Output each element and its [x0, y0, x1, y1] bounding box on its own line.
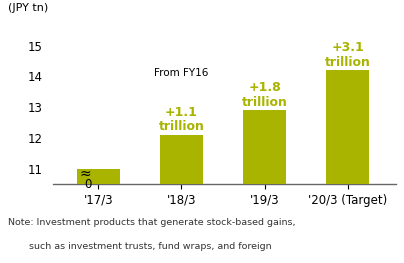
Text: such as investment trusts, fund wraps, and foreign: such as investment trusts, fund wraps, a…	[8, 242, 272, 251]
Text: From FY16: From FY16	[154, 68, 208, 78]
Text: +1.1
trillion: +1.1 trillion	[158, 106, 204, 133]
Text: 0: 0	[84, 178, 91, 191]
Bar	[77, 169, 120, 263]
Text: (JPY tn): (JPY tn)	[8, 3, 48, 13]
Text: ≈: ≈	[80, 166, 91, 180]
Text: +3.1
trillion: +3.1 trillion	[325, 41, 370, 69]
Bar	[160, 135, 203, 263]
Bar	[243, 110, 286, 263]
Text: Note: Investment products that generate stock-based gains,: Note: Investment products that generate …	[8, 218, 296, 227]
Bar	[326, 70, 369, 263]
Text: +1.8
trillion: +1.8 trillion	[242, 81, 288, 109]
